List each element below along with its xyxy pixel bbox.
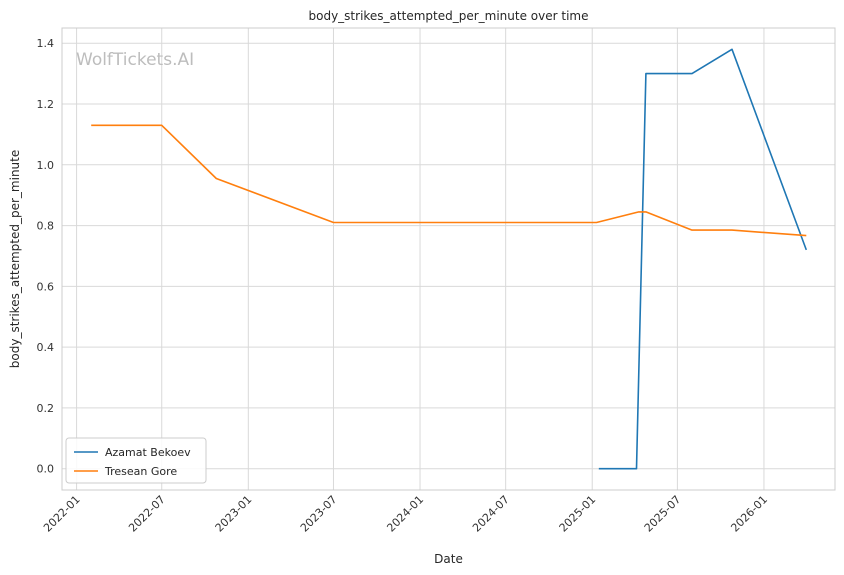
y-tick-label: 0.0 — [37, 463, 55, 476]
chart-title: body_strikes_attempted_per_minute over t… — [309, 9, 589, 23]
y-tick-label: 0.6 — [37, 280, 55, 293]
series-line-0 — [598, 48, 808, 470]
y-tick-label: 0.4 — [37, 341, 55, 354]
legend-label-0: Azamat Bekoev — [105, 446, 191, 459]
y-tick-label: 0.2 — [37, 402, 55, 415]
y-tick-label: 1.4 — [37, 37, 55, 50]
legend-box — [65, 437, 207, 484]
legend-label-1: Tresean Gore — [104, 465, 177, 478]
watermark: WolfTickets.AI — [76, 50, 194, 70]
plot-frame — [61, 27, 836, 491]
grid — [62, 28, 835, 490]
series-layer — [91, 48, 808, 470]
y-tick-label: 0.8 — [37, 220, 55, 233]
y-tick-label: 1.2 — [37, 98, 55, 111]
legend: Azamat Bekoev Tresean Gore — [65, 437, 207, 484]
y-tick-label: 1.0 — [37, 159, 55, 172]
series-line-1 — [91, 124, 807, 237]
x-axis-title: Date — [434, 552, 463, 566]
y-axis-title: body_strikes_attempted_per_minute — [8, 150, 22, 368]
